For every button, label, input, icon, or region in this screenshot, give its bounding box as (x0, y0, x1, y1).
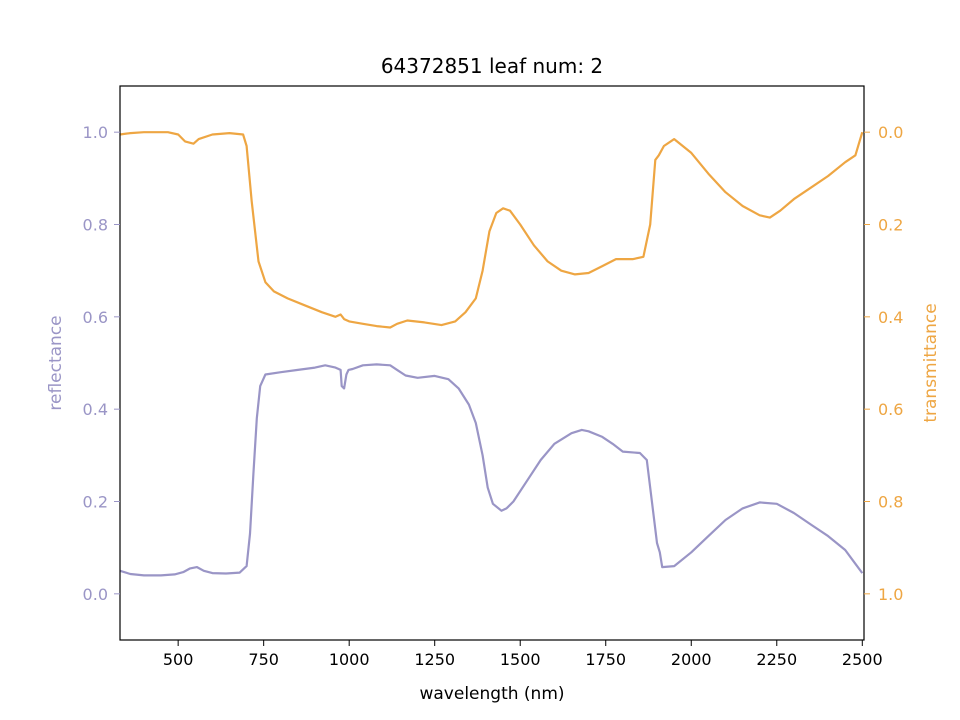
x-tick-label: 1250 (414, 650, 455, 669)
x-axis-ticks: 500 750 1000 1250 1500 1750 2000 2250 2500 (163, 640, 883, 669)
transmittance-series-line (119, 131, 864, 329)
right-tick-label: 1.0 (878, 585, 903, 604)
series-layer (119, 131, 864, 577)
x-tick-label: 1500 (500, 650, 541, 669)
left-tick-label: 0.0 (83, 585, 108, 604)
left-tick-label: 0.2 (83, 493, 108, 512)
x-tick-label: 2500 (842, 650, 883, 669)
left-axis-ticks: 0.0 0.2 0.4 0.6 0.8 1.0 (83, 123, 120, 604)
left-tick-label: 1.0 (83, 123, 108, 142)
x-tick-label: 500 (163, 650, 194, 669)
x-tick-label: 1000 (329, 650, 370, 669)
right-tick-label: 0.8 (878, 493, 903, 512)
left-tick-label: 0.4 (83, 400, 108, 419)
right-tick-label: 0.2 (878, 216, 903, 235)
x-tick-label: 1750 (585, 650, 626, 669)
x-tick-label: 2000 (671, 650, 712, 669)
x-axis-label: wavelength (nm) (419, 684, 564, 704)
left-tick-label: 0.6 (83, 308, 108, 327)
left-axis-label: reflectance (46, 315, 66, 410)
left-tick-label: 0.8 (83, 216, 108, 235)
right-tick-label: 0.6 (878, 400, 903, 419)
right-axis-ticks: 0.0 0.2 0.4 0.6 0.8 1.0 (864, 123, 903, 604)
chart-title: 64372851 leaf num: 2 (381, 54, 603, 78)
plot-frame (119, 85, 865, 641)
x-tick-label: 2250 (756, 650, 797, 669)
x-tick-label: 750 (248, 650, 279, 669)
reflectance-series-line (119, 363, 864, 577)
right-axis-label: transmittance (921, 303, 941, 422)
right-tick-label: 0.0 (878, 123, 903, 142)
right-tick-label: 0.4 (878, 308, 903, 327)
